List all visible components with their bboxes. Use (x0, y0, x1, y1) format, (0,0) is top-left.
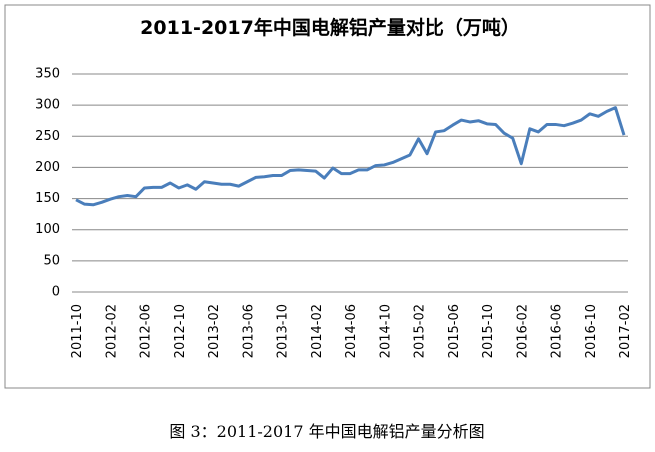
x-tick-label: 2017-02 (618, 304, 633, 358)
caption: 图 3：2011-2017 年中国电解铝产量分析图 (169, 422, 484, 441)
y-tick-label: 0 (52, 285, 60, 300)
chart-title: 2011-2017年中国电解铝产量对比（万吨） (140, 16, 520, 39)
x-tick-label: 2015-02 (413, 304, 428, 358)
x-tick-label: 2014-02 (310, 304, 325, 358)
x-tick-label: 2011-10 (70, 304, 85, 358)
y-tick-label: 250 (35, 129, 60, 144)
y-tick-label: 100 (35, 222, 60, 237)
chart-frame (4, 4, 651, 389)
x-tick-label: 2012-06 (139, 304, 154, 358)
x-tick-label: 2016-06 (550, 304, 565, 358)
x-tick-label: 2014-06 (344, 304, 359, 358)
x-tick-label: 2016-02 (515, 304, 530, 358)
y-tick-label: 50 (43, 253, 60, 268)
x-tick-label: 2012-10 (173, 304, 188, 358)
y-tick-label: 150 (35, 191, 60, 206)
x-tick-label: 2016-10 (584, 304, 599, 358)
y-tick-label: 200 (35, 160, 60, 175)
x-tick-label: 2015-06 (447, 304, 462, 358)
x-tick-label: 2014-10 (378, 304, 393, 358)
x-tick-label: 2013-06 (241, 304, 256, 358)
data-line (75, 106, 626, 207)
x-tick-label: 2012-02 (104, 304, 119, 358)
x-tick-label: 2013-02 (207, 304, 222, 358)
y-tick-label: 300 (35, 98, 60, 113)
x-tick-label: 2015-10 (481, 304, 496, 358)
x-tick-label: 2013-10 (276, 304, 291, 358)
y-tick-label: 350 (35, 67, 60, 82)
